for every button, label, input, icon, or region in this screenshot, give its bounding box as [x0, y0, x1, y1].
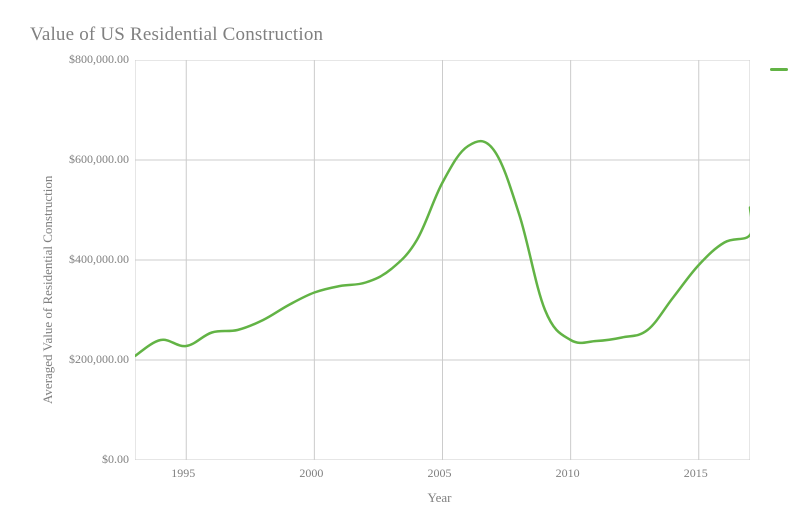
x-tick-label: 1995 — [171, 466, 195, 481]
y-tick-label: $200,000.00 — [69, 352, 129, 367]
x-axis-title: Year — [428, 490, 452, 506]
y-tick-label: $600,000.00 — [69, 152, 129, 167]
y-axis-title: Averaged Value of Residential Constructi… — [40, 176, 56, 404]
x-tick-label: 2005 — [428, 466, 452, 481]
chart-plot — [135, 60, 750, 460]
x-tick-label: 2015 — [684, 466, 708, 481]
chart-container: Value of US Residential Construction Ave… — [0, 0, 797, 510]
chart-title: Value of US Residential Construction — [30, 24, 323, 46]
y-tick-label: $400,000.00 — [69, 252, 129, 267]
x-tick-label: 2010 — [556, 466, 580, 481]
y-tick-label: $0.00 — [102, 452, 129, 467]
y-tick-label: $800,000.00 — [69, 52, 129, 67]
legend-series-dash — [770, 68, 788, 71]
x-tick-label: 2000 — [299, 466, 323, 481]
